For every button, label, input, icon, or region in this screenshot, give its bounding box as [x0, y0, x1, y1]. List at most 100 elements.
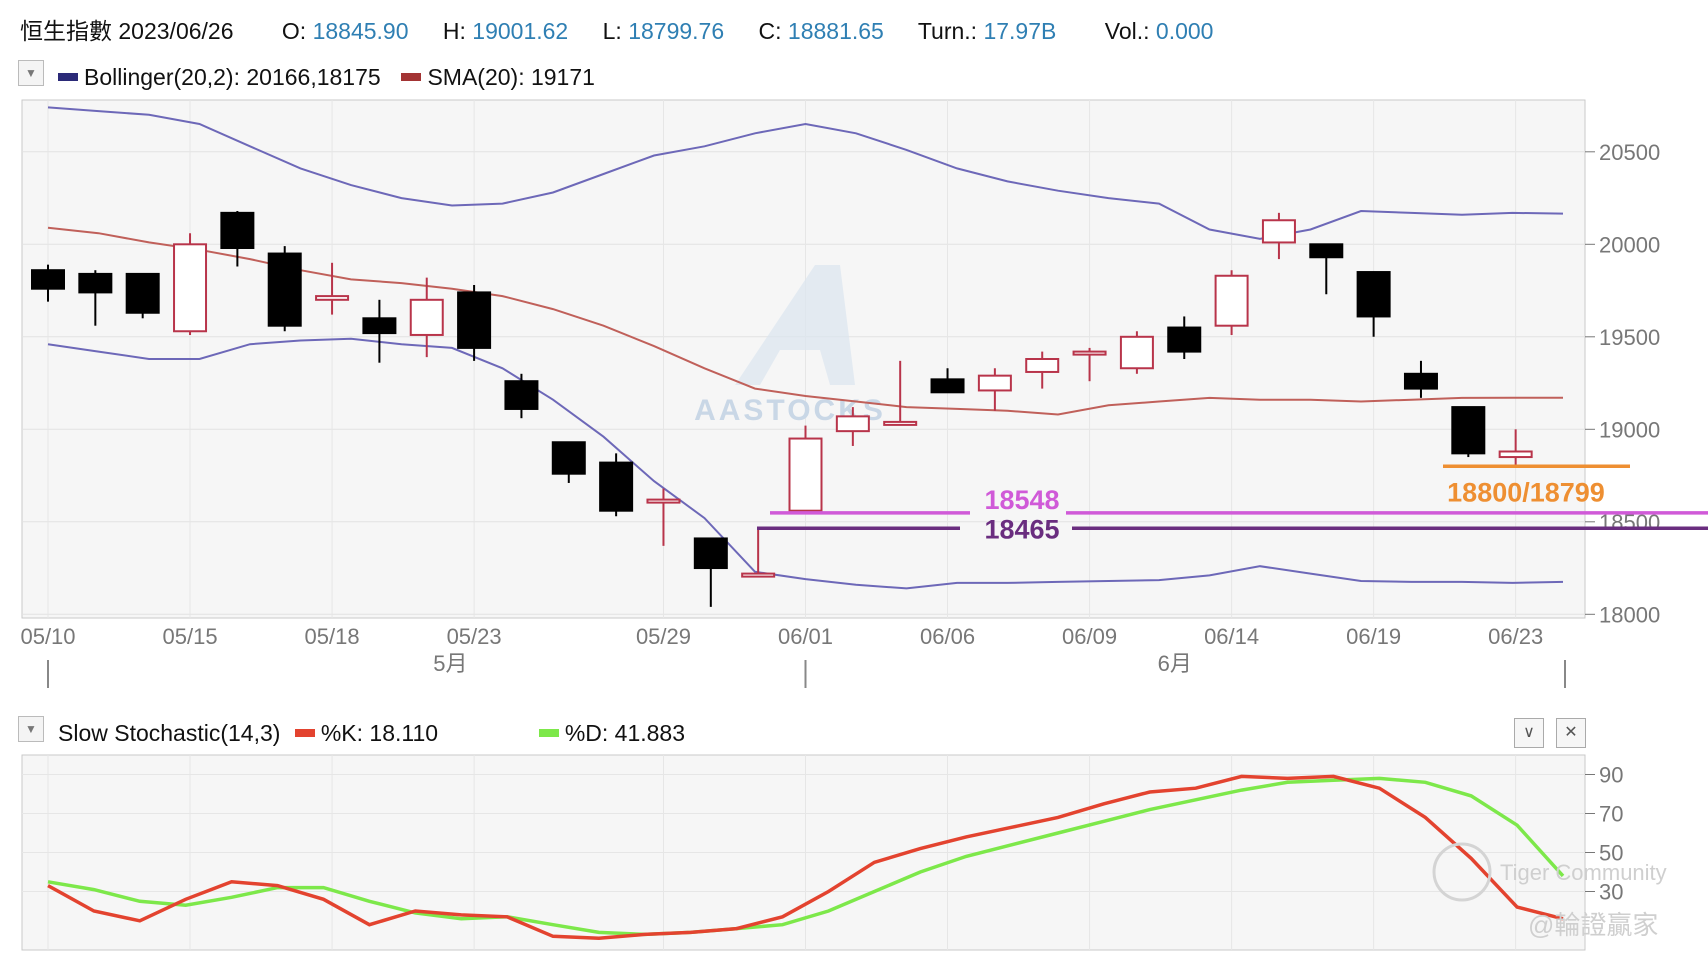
main-legend: Bollinger(20,2): 20166,18175 SMA(20): 19…	[58, 64, 595, 91]
x-tick-label: 05/18	[305, 624, 360, 649]
tiger-community-watermark: Tiger Community	[1500, 860, 1667, 885]
candle-body	[551, 441, 586, 475]
low-value: 18799.76	[628, 18, 725, 44]
candle-body	[1119, 335, 1154, 370]
x-tick-label: 06/09	[1062, 624, 1117, 649]
high-value: 19001.62	[472, 18, 569, 44]
x-tick-label: 06/23	[1488, 624, 1543, 649]
candle-body	[1072, 350, 1107, 356]
d-swatch	[538, 729, 559, 738]
candle-body	[1403, 372, 1438, 390]
low-label: L:	[602, 18, 622, 44]
support-label-18548: 18548	[984, 485, 1059, 515]
stoch-dropdown-button[interactable]: ▼	[18, 716, 44, 742]
candle-body	[504, 380, 539, 410]
k-swatch	[294, 729, 315, 738]
k-line	[47, 774, 1564, 941]
k-legend: %K: 18.110	[320, 720, 439, 746]
volume-label: Vol.:	[1104, 18, 1150, 44]
candle-body	[835, 415, 870, 433]
x-tick-label: 05/29	[636, 624, 691, 649]
plot-area	[21, 99, 1586, 619]
quote-date: 2023/06/26	[118, 18, 234, 44]
open-value: 18845.90	[312, 18, 409, 44]
bollinger-legend: Bollinger(20,2): 20166,18175	[84, 64, 381, 90]
candle-body	[1309, 243, 1344, 259]
y-tick-label: 19500	[1599, 325, 1660, 350]
turnover-label: Turn.:	[917, 18, 978, 44]
candle-body	[457, 291, 492, 349]
candle-body	[173, 243, 208, 333]
high-label: H:	[442, 18, 466, 44]
candle-body	[1167, 326, 1202, 353]
support-label-18465: 18465	[984, 514, 1059, 544]
stochastic-chart: 30 50 70 90 Tiger Community @輪證贏家	[21, 754, 1667, 951]
collapse-panel-button[interactable]: ∨	[1514, 718, 1544, 748]
open-label: O:	[281, 18, 307, 44]
close-icon: ✕	[1564, 724, 1578, 741]
month-label: 5月	[433, 651, 467, 676]
stoch-y-tick-label: 90	[1599, 763, 1623, 788]
candle-body	[977, 374, 1012, 392]
x-tick-label: 05/10	[20, 624, 75, 649]
stoch-y-tick-label: 50	[1599, 841, 1623, 866]
d-line	[47, 776, 1565, 937]
x-tick-label: 06/06	[920, 624, 975, 649]
bollinger-swatch	[58, 73, 78, 82]
x-tick-label: 06/01	[778, 624, 833, 649]
bollinger-upper-line	[47, 106, 1564, 240]
candle-body	[267, 252, 302, 327]
candle-body	[315, 295, 350, 301]
turnover-value: 17.97B	[983, 18, 1057, 44]
sma-swatch	[401, 73, 422, 82]
candle-body	[1025, 358, 1060, 373]
candle-body	[1214, 274, 1249, 327]
candle-body	[741, 572, 776, 578]
x-tick-label: 05/23	[447, 624, 502, 649]
candle-body	[409, 298, 444, 336]
close-panel-button[interactable]: ✕	[1556, 718, 1586, 748]
candle-body	[1356, 271, 1391, 318]
credit-watermark: @輪證贏家	[1528, 910, 1658, 940]
y-tick-label: 18000	[1599, 602, 1660, 627]
candle-body	[599, 461, 634, 512]
month-label: 6月	[1158, 651, 1192, 676]
support-label-18800: 18800/18799	[1447, 477, 1605, 507]
candle-body	[78, 272, 113, 294]
candle-body	[125, 272, 160, 314]
close-value: 18881.65	[787, 18, 884, 44]
candle-body	[930, 378, 965, 394]
y-tick-label: 20000	[1599, 232, 1660, 257]
y-tick-label: 20500	[1599, 140, 1660, 165]
y-tick-label: 19000	[1599, 417, 1660, 442]
candle-body	[693, 537, 728, 570]
tiger-logo-icon	[1432, 842, 1492, 902]
candle-body	[788, 437, 823, 512]
dropdown-arrow-icon: ▼	[25, 722, 37, 736]
sma-legend: SMA(20): 19171	[427, 64, 595, 90]
candle-body	[31, 269, 65, 290]
stoch-y-tick-label: 30	[1599, 880, 1623, 905]
main-chart-dropdown-button[interactable]: ▼	[18, 60, 44, 86]
stoch-legend: Slow Stochastic(14,3) %K: 18.110 %D: 41.…	[58, 720, 685, 747]
candle-body	[362, 317, 397, 335]
candle-body	[1451, 406, 1486, 455]
candle-body	[883, 420, 918, 426]
quote-header: 恒生指數 2023/06/26 O: 18845.90 H: 19001.62 …	[20, 12, 1213, 46]
close-label: C:	[758, 18, 782, 44]
volume-value: 0.000	[1155, 18, 1214, 44]
x-tick-label: 06/14	[1204, 624, 1259, 649]
candle-body	[646, 498, 681, 504]
candle-body	[1261, 219, 1296, 244]
index-name: 恒生指數	[20, 18, 112, 44]
x-tick-label: 06/19	[1346, 624, 1401, 649]
stoch-y-tick-label: 70	[1599, 802, 1623, 827]
aastocks-logo-icon	[735, 265, 855, 385]
bollinger-lower-line	[47, 337, 1564, 590]
candle-body	[1498, 450, 1533, 459]
x-tick-label: 05/15	[163, 624, 218, 649]
candle-body	[220, 211, 255, 249]
d-legend: %D: 41.883	[564, 720, 686, 746]
stoch-title: Slow Stochastic(14,3)	[58, 720, 281, 746]
